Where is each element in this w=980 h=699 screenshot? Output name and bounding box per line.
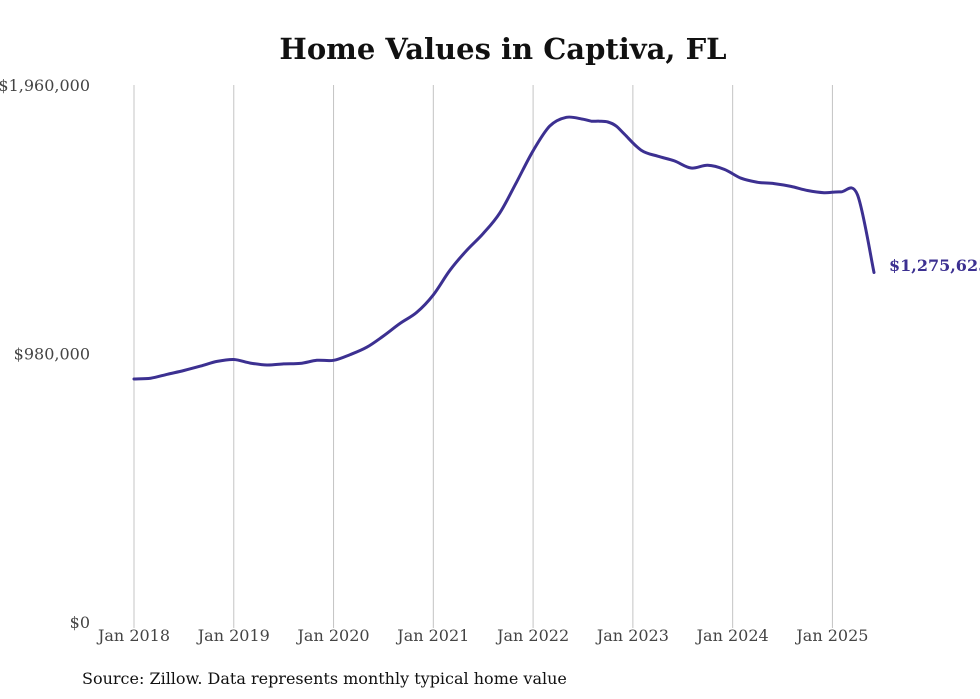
x-tick-label: Jan 2020 (296, 626, 370, 645)
x-tick-label: Jan 2019 (196, 626, 270, 645)
series-line (132, 115, 876, 381)
y-tick-label: $0 (70, 613, 90, 632)
source-note: Source: Zillow. Data represents monthly … (82, 669, 567, 688)
x-tick-label: Jan 2025 (794, 626, 868, 645)
y-tick-label: $1,960,000 (0, 76, 90, 95)
gridlines (133, 85, 833, 628)
x-axis: Jan 2018 Jan 2019 Jan 2020 Jan 2021 Jan 2022… (96, 626, 868, 645)
x-tick-label: Jan 2021 (395, 626, 469, 645)
chart-title: Home Values in Captiva, FL (279, 32, 726, 66)
x-tick-label: Jan 2018 (96, 626, 170, 645)
y-tick-label: $980,000 (14, 345, 90, 364)
x-tick-label: Jan 2024 (695, 626, 769, 645)
end-value-label: $1,275,625 (889, 256, 980, 275)
x-tick-label: Jan 2023 (595, 626, 669, 645)
x-tick-label: Jan 2022 (495, 626, 569, 645)
y-axis: $0 $980,000 $1,960,000 (0, 76, 90, 632)
series-layer (132, 115, 876, 381)
